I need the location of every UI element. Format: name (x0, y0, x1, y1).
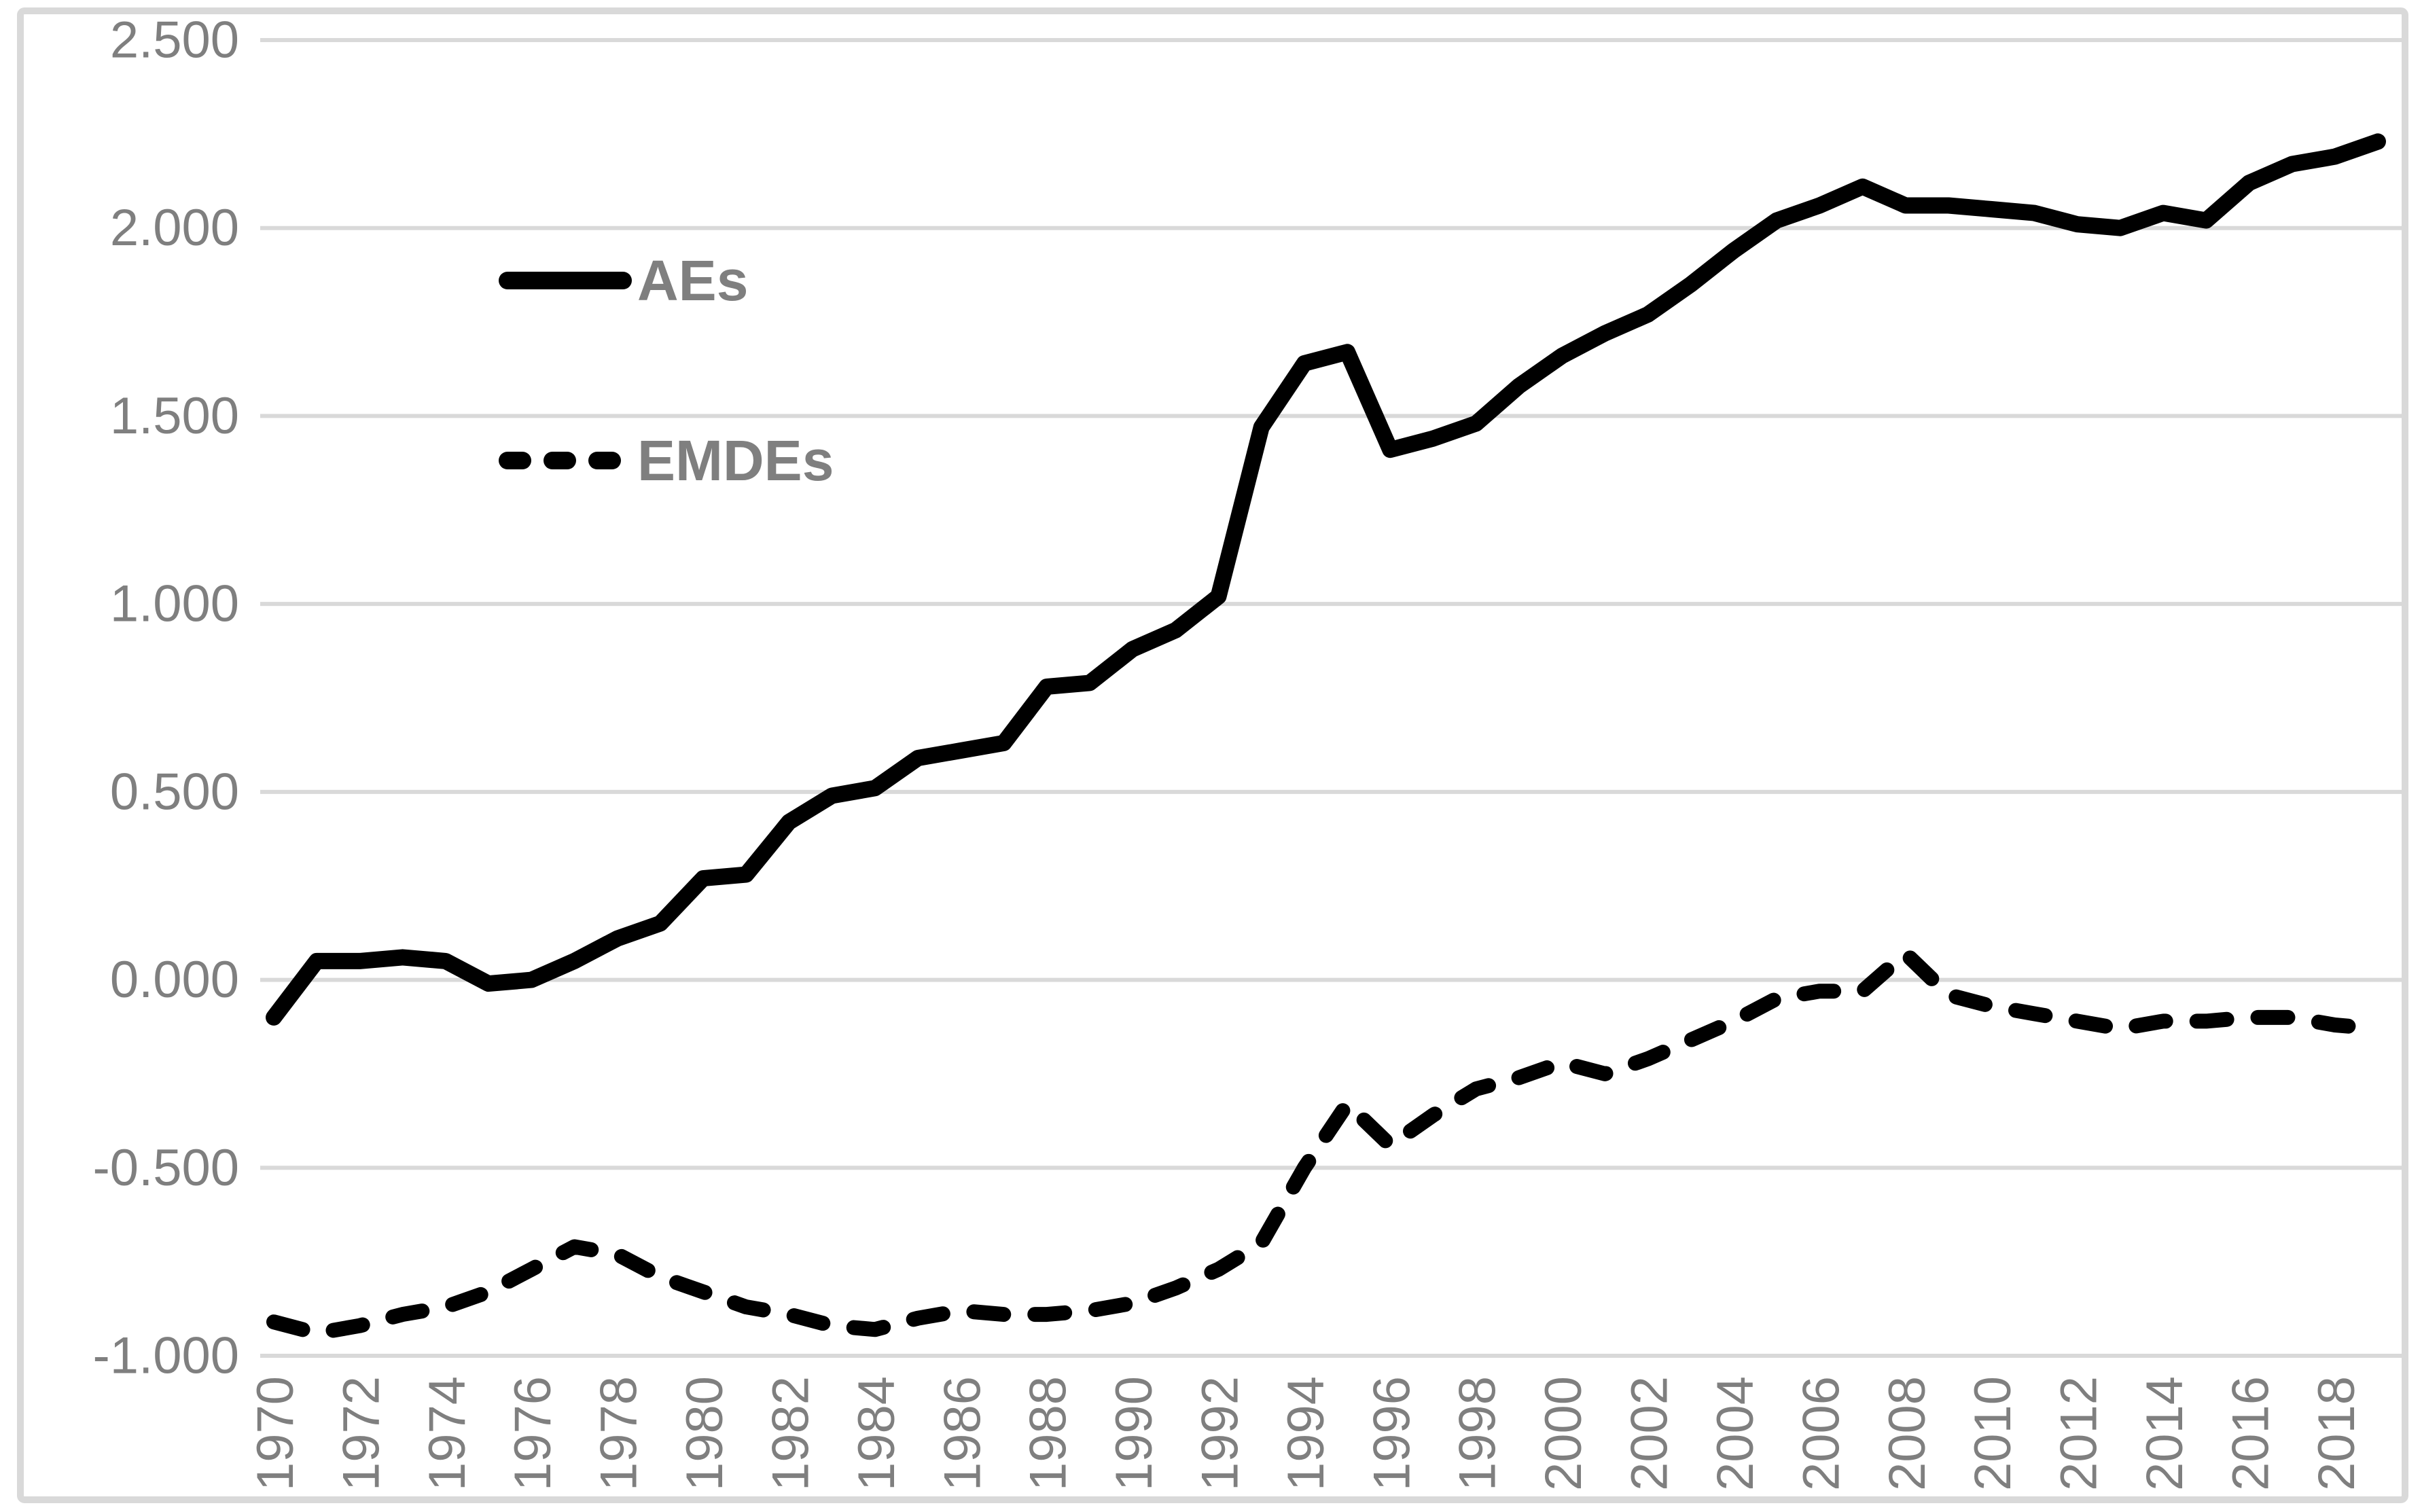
y-axis-tick-label: 2.000 (110, 199, 239, 257)
y-axis-tick-label: 0.500 (110, 763, 239, 821)
legend-label-emdes: EMDEs (637, 429, 834, 492)
y-axis-tick-label: 1.000 (110, 575, 239, 633)
x-axis-tick-label: 2000 (1535, 1376, 1592, 1491)
x-axis-tick-label: 2006 (1792, 1376, 1850, 1491)
y-axis-tick-label: -0.500 (93, 1139, 240, 1197)
x-axis-tick-label: 1990 (1105, 1376, 1163, 1491)
x-axis-tick-label: 1986 (933, 1376, 991, 1491)
x-axis-tick-label: 1998 (1449, 1376, 1507, 1491)
y-axis-tick-label: 2.500 (110, 12, 239, 69)
x-axis-tick-label: 1982 (762, 1376, 819, 1491)
x-axis-tick-label: 1978 (590, 1376, 648, 1491)
x-axis-tick-label: 2002 (1621, 1376, 1679, 1491)
x-axis-tick-label: 1996 (1363, 1376, 1421, 1491)
x-axis-tick-label: 1980 (676, 1376, 734, 1491)
x-axis-tick-label: 2004 (1707, 1376, 1764, 1491)
x-axis-tick-label: 1970 (247, 1376, 304, 1491)
chart-border (17, 7, 2408, 1503)
x-axis-tick-label: 2012 (2050, 1376, 2108, 1491)
legend-label-aes: AEs (637, 249, 748, 312)
y-axis-tick-label: 0.000 (110, 951, 239, 1009)
x-axis-tick-label: 2018 (2308, 1376, 2366, 1491)
x-axis-tick-label: 2016 (2222, 1376, 2279, 1491)
x-axis-tick-label: 2008 (1878, 1376, 1936, 1491)
x-axis-tick-label: 2010 (1964, 1376, 2022, 1491)
x-axis-tick-label: 1974 (418, 1376, 476, 1491)
series-line-aes (266, 133, 2386, 1026)
series-line-emdes (266, 946, 2385, 1341)
x-axis-tick-label: 1988 (1020, 1376, 1078, 1491)
x-axis-tick-label: 2014 (2136, 1376, 2194, 1491)
y-axis-tick-label: 1.500 (110, 387, 239, 445)
y-axis-tick-label: -1.000 (93, 1327, 240, 1385)
x-axis-tick-label: 1984 (848, 1376, 906, 1491)
x-axis-tick-label: 1992 (1191, 1376, 1249, 1491)
x-axis-tick-label: 1972 (332, 1376, 390, 1491)
x-axis-tick-label: 1994 (1277, 1376, 1335, 1491)
x-axis-tick-label: 1976 (504, 1376, 562, 1491)
